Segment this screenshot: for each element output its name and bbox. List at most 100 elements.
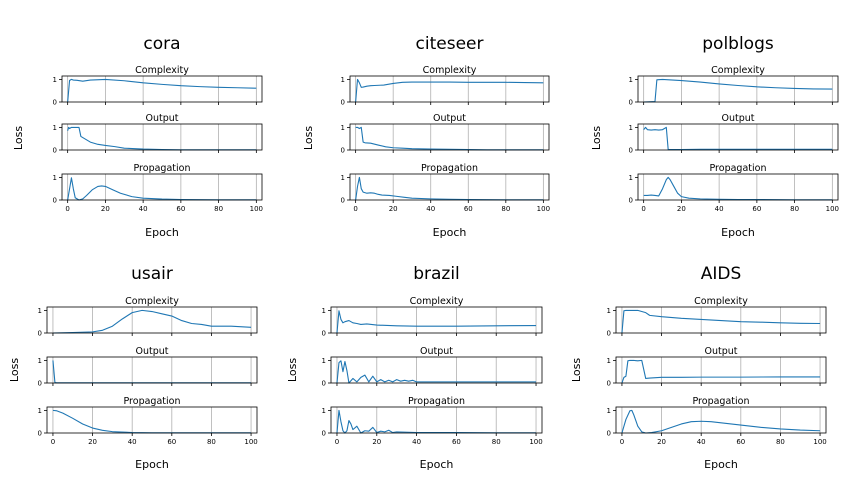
subplot-cora: cora Loss Epoch Complexity 0 1 Output 0 1 Propaga… [12, 34, 263, 239]
panel-frame [46, 306, 258, 334]
x-axis-label: Epoch [721, 226, 755, 239]
loss-series-line [67, 177, 257, 201]
x-tick-label: 20 [677, 205, 686, 213]
panel-frame [615, 406, 827, 434]
x-tick-label: 60 [736, 438, 745, 446]
chart-title: AIDS [701, 264, 742, 284]
y-axis-label: Loss [590, 126, 603, 150]
panel-output: Output 0 1 [629, 113, 839, 155]
x-tick-label: 20 [88, 438, 97, 446]
panel-complexity: Complexity 0 1 [322, 296, 543, 338]
y-tick-label: 0 [341, 197, 345, 205]
x-tick-label: 40 [697, 438, 706, 446]
loss-series-line [621, 409, 821, 434]
panel-complexity: Complexity 0 1 [341, 65, 550, 107]
loss-series-line [52, 409, 252, 434]
x-axis-label: Epoch [433, 226, 467, 239]
x-axis-label: Epoch [704, 458, 738, 471]
y-tick-label: 0 [38, 380, 42, 388]
loss-series-line [621, 309, 821, 334]
x-tick-label: 80 [492, 438, 501, 446]
x-tick-label: 100 [244, 438, 257, 446]
panel-title: Complexity [135, 65, 189, 76]
y-tick-label: 1 [53, 76, 57, 84]
x-tick-label: 80 [207, 438, 216, 446]
y-tick-label: 0 [629, 99, 633, 107]
panel-output: Output 0 1 [53, 113, 263, 155]
panel-complexity: Complexity 0 1 [629, 65, 839, 107]
panel-frame [46, 406, 258, 434]
x-tick-label: 20 [389, 205, 398, 213]
panel-frame [330, 406, 543, 434]
x-axis-label: Epoch [135, 458, 169, 471]
y-axis-label: Loss [8, 358, 21, 382]
x-tick-label: 40 [139, 205, 148, 213]
loss-series-line [643, 78, 833, 103]
loss-series-line [67, 126, 257, 151]
x-tick-label: 0 [353, 205, 357, 213]
x-tick-label: 80 [776, 438, 785, 446]
y-axis-label: Loss [570, 358, 583, 382]
panel-title: Complexity [694, 296, 748, 307]
panel-title: Output [433, 113, 466, 124]
panel-frame [330, 306, 543, 334]
panel-complexity: Complexity 0 1 [53, 65, 263, 107]
x-tick-label: 0 [65, 205, 69, 213]
y-tick-label: 1 [38, 307, 42, 315]
panel-title: Complexity [410, 296, 464, 307]
x-tick-label: 20 [372, 438, 381, 446]
loss-series-line [643, 126, 833, 151]
x-tick-label: 100 [813, 438, 826, 446]
panel-frame [330, 356, 543, 384]
panel-title: Output [705, 346, 738, 357]
x-tick-label: 60 [752, 205, 761, 213]
subplot-aids: AIDS Loss Epoch Complexity 0 1 Output 0 1 Propaga… [570, 264, 827, 471]
y-tick-label: 0 [341, 99, 345, 107]
subplot-brazil: brazil Loss Epoch Complexity 0 1 Output 0 1 Propa… [286, 264, 543, 471]
loss-series-line [643, 176, 833, 201]
y-tick-label: 1 [322, 357, 326, 365]
x-tick-label: 60 [464, 205, 473, 213]
x-tick-label: 100 [537, 205, 550, 213]
y-tick-label: 0 [607, 330, 611, 338]
loss-series-line [67, 78, 257, 103]
panel-title: Propagation [408, 396, 465, 407]
y-tick-label: 1 [53, 174, 57, 182]
panel-title: Output [420, 346, 453, 357]
loss-series-line [355, 78, 544, 103]
panel-frame [61, 123, 263, 151]
y-tick-label: 0 [629, 147, 633, 155]
panel-frame [637, 123, 839, 151]
y-tick-label: 1 [322, 407, 326, 415]
y-tick-label: 1 [341, 76, 345, 84]
x-tick-label: 0 [620, 438, 624, 446]
y-tick-label: 1 [38, 407, 42, 415]
x-tick-label: 100 [529, 438, 542, 446]
y-tick-label: 0 [53, 197, 57, 205]
panel-title: Propagation [693, 396, 750, 407]
y-tick-label: 1 [53, 124, 57, 132]
loss-series-line [355, 126, 544, 151]
x-tick-label: 20 [657, 438, 666, 446]
y-tick-label: 1 [341, 174, 345, 182]
x-tick-label: 100 [250, 205, 263, 213]
x-tick-label: 40 [128, 438, 137, 446]
panel-frame [637, 173, 839, 201]
y-tick-label: 1 [629, 174, 633, 182]
x-tick-label: 40 [715, 205, 724, 213]
panel-output: Output 0 1 [322, 346, 543, 388]
panel-frame [349, 75, 550, 103]
panel-title: Propagation [421, 163, 478, 174]
loss-series-line [621, 359, 821, 384]
loss-series-line [336, 310, 537, 334]
panel-frame [615, 356, 827, 384]
x-tick-label: 80 [214, 205, 223, 213]
y-tick-label: 0 [322, 380, 326, 388]
panel-output: Output 0 1 [607, 346, 827, 388]
panel-frame [46, 356, 258, 384]
